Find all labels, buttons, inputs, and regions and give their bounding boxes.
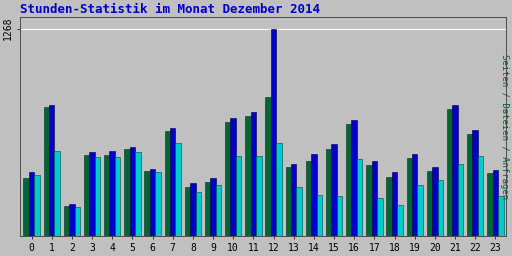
Bar — [438, 180, 443, 236]
Bar — [164, 131, 170, 236]
Bar — [346, 124, 351, 236]
Bar — [487, 173, 493, 236]
Bar — [69, 204, 75, 236]
Bar — [351, 120, 357, 236]
Bar — [216, 185, 221, 236]
Bar — [387, 177, 392, 236]
Bar — [432, 167, 438, 236]
Bar — [29, 172, 34, 236]
Bar — [130, 147, 135, 236]
Bar — [196, 191, 201, 236]
Bar — [498, 196, 503, 236]
Bar — [426, 171, 432, 236]
Bar — [75, 207, 80, 236]
Bar — [135, 152, 140, 236]
Bar — [447, 109, 452, 236]
Bar — [407, 158, 412, 236]
Bar — [337, 196, 342, 236]
Bar — [185, 187, 190, 236]
Bar — [493, 170, 498, 236]
Bar — [95, 157, 100, 236]
Bar — [392, 172, 397, 236]
Bar — [84, 155, 89, 236]
Bar — [412, 154, 417, 236]
Bar — [357, 159, 362, 236]
Bar — [316, 195, 322, 236]
Bar — [458, 164, 463, 236]
Bar — [311, 154, 316, 236]
Bar — [286, 167, 291, 236]
Bar — [377, 198, 382, 236]
Y-axis label: Seiten / Dateien / Anfragen: Seiten / Dateien / Anfragen — [500, 54, 509, 199]
Bar — [251, 112, 256, 236]
Bar — [54, 151, 60, 236]
Bar — [326, 149, 331, 236]
Bar — [170, 128, 176, 236]
Bar — [397, 205, 402, 236]
Bar — [265, 97, 271, 236]
Bar — [124, 149, 130, 236]
Bar — [150, 169, 155, 236]
Bar — [271, 29, 276, 236]
Bar — [236, 156, 241, 236]
Bar — [210, 178, 216, 236]
Bar — [110, 151, 115, 236]
Bar — [296, 187, 302, 236]
Bar — [467, 134, 473, 236]
Bar — [291, 164, 296, 236]
Bar — [104, 155, 110, 236]
Bar — [306, 161, 311, 236]
Bar — [34, 175, 39, 236]
Bar — [44, 107, 49, 236]
Bar — [205, 182, 210, 236]
Bar — [366, 165, 372, 236]
Bar — [372, 161, 377, 236]
Bar — [225, 122, 230, 236]
Bar — [276, 143, 282, 236]
Bar — [24, 178, 29, 236]
Bar — [49, 105, 54, 236]
Bar — [478, 156, 483, 236]
Bar — [190, 183, 196, 236]
Bar — [452, 105, 458, 236]
Bar — [331, 144, 337, 236]
Bar — [115, 157, 120, 236]
Bar — [256, 156, 262, 236]
Text: Stunden-Statistik im Monat Dezember 2014: Stunden-Statistik im Monat Dezember 2014 — [20, 3, 321, 16]
Bar — [63, 206, 69, 236]
Bar — [245, 116, 251, 236]
Bar — [155, 172, 161, 236]
Bar — [417, 185, 423, 236]
Bar — [144, 171, 150, 236]
Bar — [473, 130, 478, 236]
Bar — [89, 152, 95, 236]
Bar — [230, 118, 236, 236]
Bar — [176, 143, 181, 236]
